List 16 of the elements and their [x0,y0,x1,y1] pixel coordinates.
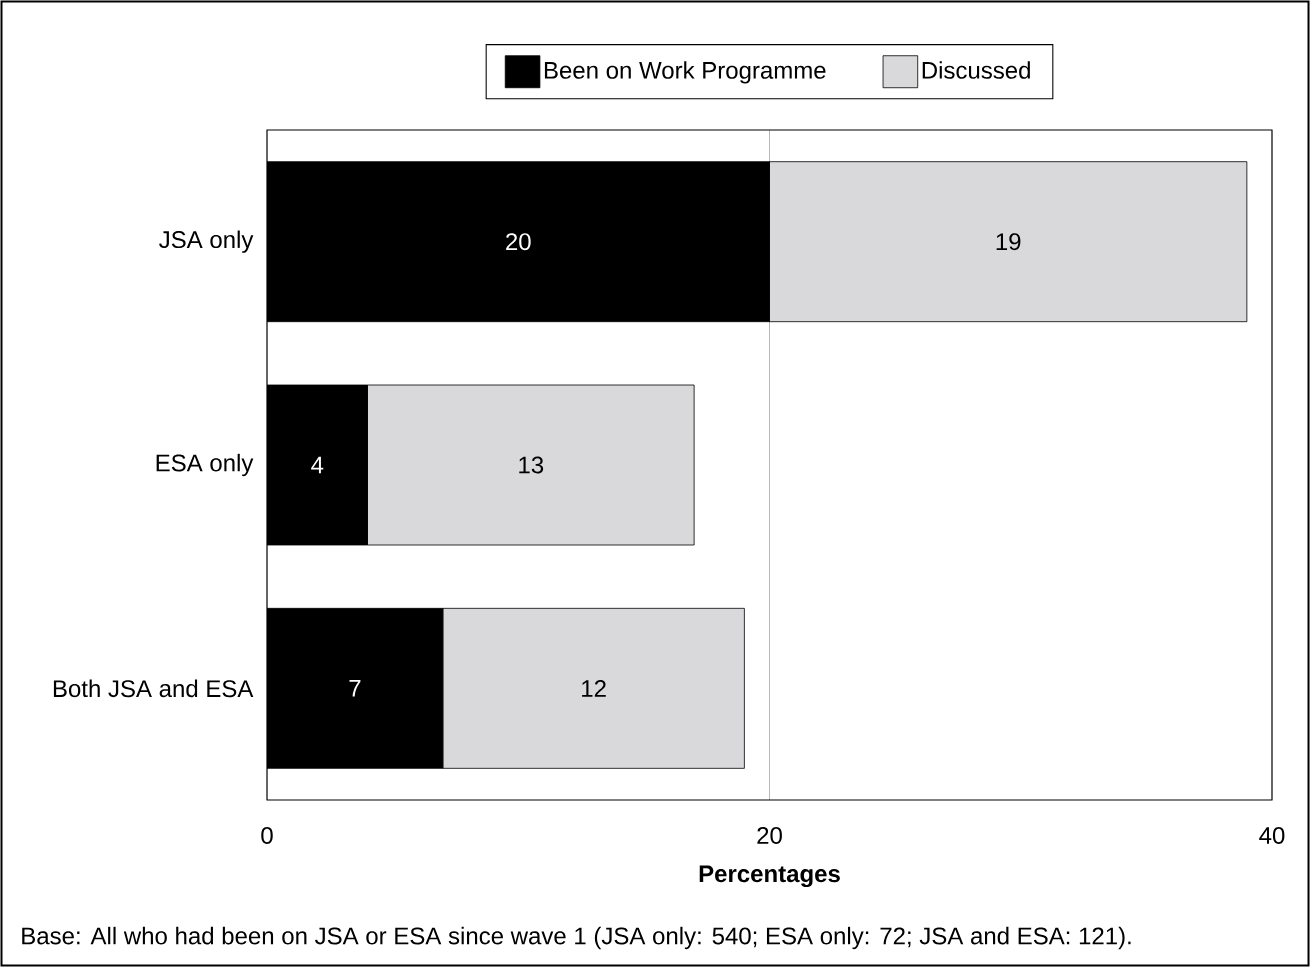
y-tick-label: JSA only [159,230,254,253]
data-label: 13 [519,456,544,474]
data-label: 12 [582,679,606,697]
x-tick-label: 40 [1259,826,1285,844]
y-tick-label: ESA only [156,453,254,477]
data-label: 7 [349,680,361,697]
x-tick-label: 20 [757,826,782,844]
legend-label: Discussed [922,61,1030,79]
legend-label: Been on Work Programme [544,61,826,84]
data-label: 19 [996,233,1021,251]
x-axis-title: Percentages [699,865,840,888]
data-label: 4 [311,456,324,474]
data-label: 20 [506,233,531,251]
text: Base: All who had been on JSA or ESA since wave 1 (JSA only: 540; ESA only: 72; JSA and ESA: 121). [22,926,1131,950]
x-tick-label: 0 [261,826,273,844]
y-tick-label: Both JSA and ESA [53,679,254,698]
